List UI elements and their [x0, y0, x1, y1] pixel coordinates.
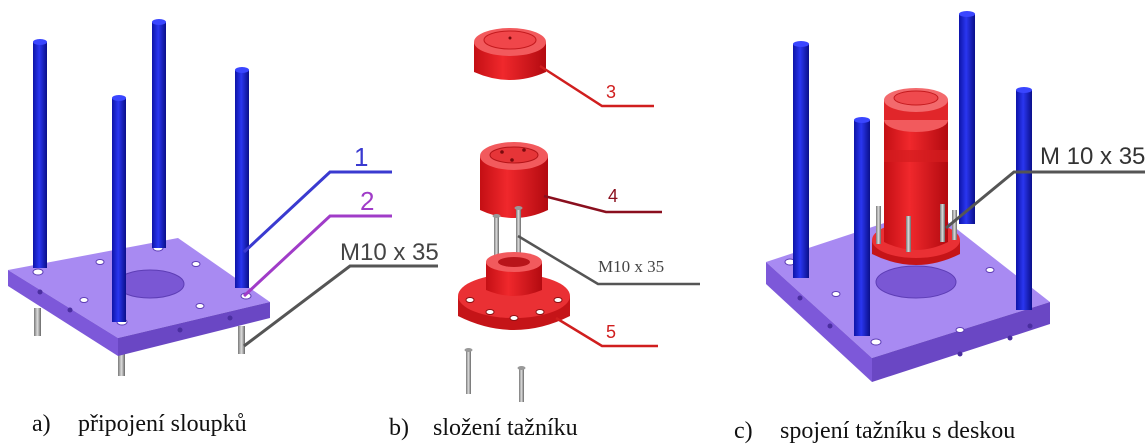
callout-1-label: 1 [354, 142, 368, 172]
caption-letter-c: c) [734, 418, 753, 444]
caption-letter-b: b) [389, 415, 409, 441]
bolts-lower-b [464, 348, 526, 402]
caption-text-c: spojení tažníku s deskou [780, 418, 1015, 444]
panel-a: 1 2 M10 x 35 a) připojení sloupků [8, 19, 439, 437]
base-plate-c [766, 208, 1050, 382]
caption-letter-a: a) [32, 411, 51, 437]
callout-4-label: 4 [608, 186, 618, 206]
callout-3-label: 3 [606, 82, 616, 102]
caption-text-b: složení tažníku [433, 415, 578, 441]
columns-a [33, 19, 249, 322]
columns-front-c [854, 87, 1032, 336]
caption-text-a: připojení sloupků [78, 411, 247, 437]
callout-lines-a [242, 170, 438, 348]
panel-b: 3 4 M10 x 35 5 b) složení tažníku [389, 28, 700, 441]
panel-c: M 10 x 35 c) spojení tažníku s deskou [734, 11, 1145, 444]
callout-bolt-label-b: M10 x 35 [598, 257, 664, 276]
assembled-cylinder-c [872, 88, 960, 265]
callout-bolt-label-c: M 10 x 35 [1040, 143, 1145, 170]
callout-5-label: 5 [606, 322, 616, 342]
part-4-body [480, 142, 548, 218]
callout-bolt-label-a: M10 x 35 [340, 239, 439, 266]
part-3-cap [474, 28, 546, 80]
callout-line-c [945, 170, 1145, 230]
callout-lines-b [517, 64, 700, 348]
columns-back-c [793, 11, 975, 278]
bolts-upper-b [492, 206, 523, 264]
callout-2-label: 2 [360, 186, 374, 216]
bolts-on-flange-c [876, 204, 957, 252]
part-5-flange [458, 252, 570, 330]
base-plate-a [8, 238, 270, 356]
bolts-under-plate-a [34, 308, 245, 376]
